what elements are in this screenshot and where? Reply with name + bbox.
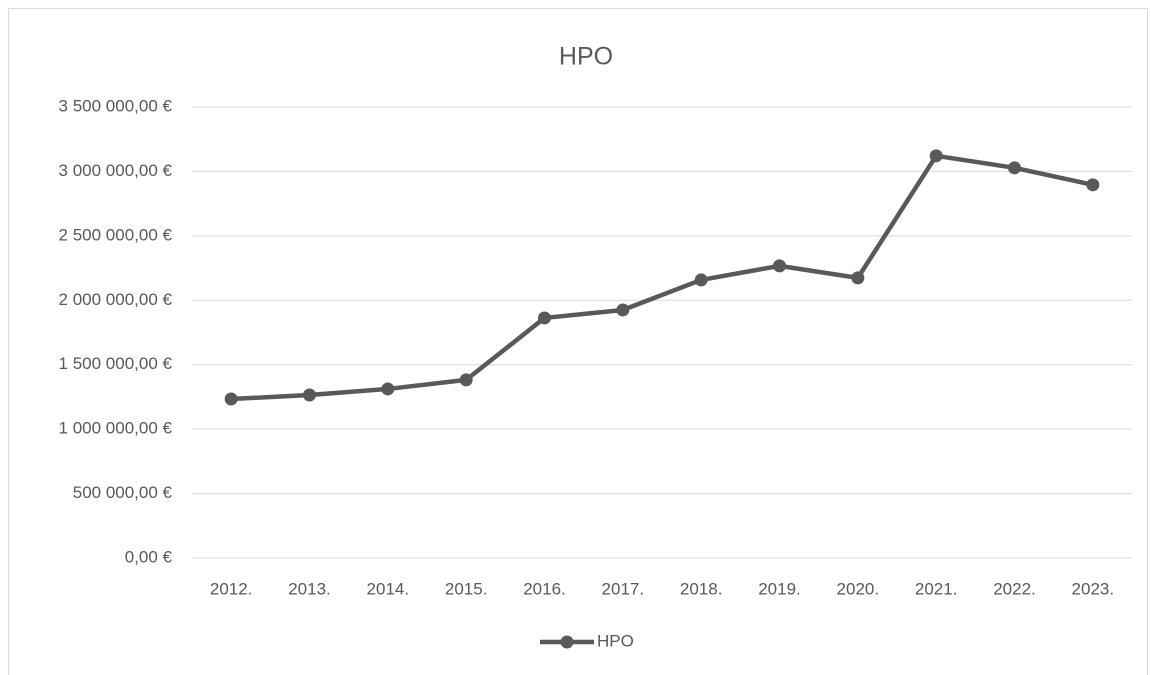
marker [538,311,551,325]
x-tick-label: 2019. [758,579,801,598]
chart-frame [8,8,1148,675]
x-tick-label: 2020. [837,579,880,598]
y-tick-label: 2 500 000,00 € [59,225,173,244]
marker [694,273,708,287]
marker [1008,161,1021,175]
marker [303,388,316,402]
marker [459,373,473,387]
marker [616,303,630,317]
y-tick-label: 1 000 000,00 € [59,419,173,438]
x-tick-label: 2015. [445,579,488,598]
y-tick-label: 0,00 € [125,547,173,566]
y-tick-label: 500 000,00 € [73,483,173,502]
x-tick-label: 2014. [367,579,410,598]
x-tick-label: 2012. [210,579,253,598]
marker [381,382,395,396]
marker [851,271,865,285]
marker [929,149,943,163]
x-tick-label: 2022. [993,579,1036,598]
marker [773,259,786,273]
x-tick-label: 2018. [680,579,723,598]
x-tick-label: 2021. [915,579,958,598]
x-tick-label: 2013. [288,579,331,598]
legend-marker [560,635,574,649]
x-tick-label: 2016. [523,579,566,598]
chart-title: HPO [559,43,613,71]
line [231,153,1094,402]
y-tick-label: 3 000 000,00 € [59,161,173,180]
marker [224,392,238,406]
x-tick-label: 2023. [1072,579,1115,598]
y-tick-label: 2 000 000,00 € [59,290,173,309]
x-tick-label: 2017. [602,579,645,598]
y-tick-label: 1 500 000,00 € [59,354,173,373]
y-tick-label: 3 500 000,00 € [59,96,173,115]
marker [1086,178,1100,192]
legend-label: HPO [597,631,634,650]
